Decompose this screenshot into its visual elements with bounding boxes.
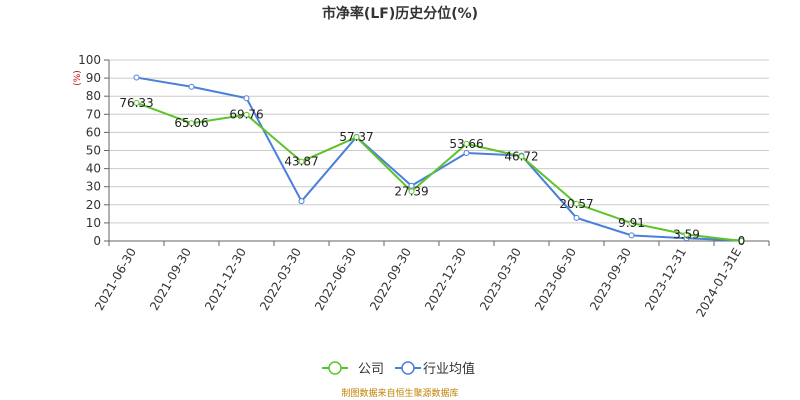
point-公司-0 <box>133 99 140 106</box>
point-行业均值-3 <box>298 198 305 205</box>
y-tick-40: 40 <box>86 162 101 176</box>
point-行业均值-0 <box>133 74 140 81</box>
y-tick-90: 90 <box>86 71 101 85</box>
point-公司-7 <box>518 153 525 160</box>
y-tick-80: 80 <box>86 89 101 103</box>
point-行业均值-1 <box>188 83 195 90</box>
y-tick-100: 100 <box>78 53 101 67</box>
legend-label-行业均值: 行业均值 <box>423 361 475 377</box>
data-label-1: 65.06 <box>174 116 208 130</box>
data-label-5: 27.39 <box>394 184 428 198</box>
chart-title: 市净率(LF)历史分位(%) <box>322 5 478 22</box>
y-tick-20: 20 <box>86 198 101 212</box>
y-axis: 0 10 20 30 40 50 60 70 80 90 100 <box>78 53 110 248</box>
legend-marker-行业均值 <box>401 361 415 375</box>
y-tick-30: 30 <box>86 180 101 194</box>
series-line-公司 <box>136 101 742 242</box>
x-tick-2022-12-30: 2022-12-30 <box>422 246 469 313</box>
point-行业均值-6 <box>463 150 470 157</box>
data-label-10: 3.59 <box>673 228 700 242</box>
point-行业均值-8 <box>573 214 580 221</box>
point-公司-4 <box>353 134 360 141</box>
grid <box>109 59 769 242</box>
x-tick-2022-09-30: 2022-09-30 <box>367 246 414 313</box>
x-tick-2021-12-30: 2021-12-30 <box>202 246 249 313</box>
point-公司-9 <box>628 220 635 227</box>
y-tick-60: 60 <box>86 125 101 139</box>
x-tick-2022-06-30: 2022-06-30 <box>312 246 359 313</box>
x-tick-2022-03-30: 2022-03-30 <box>257 246 304 313</box>
x-tick-2023-09-30: 2023-09-30 <box>587 246 634 313</box>
x-axis: 2021-06-30 2021-09-30 2021-12-30 2022-03-30… <box>92 240 770 320</box>
point-公司-1 <box>188 120 195 127</box>
data-label-11: 0 <box>738 234 746 248</box>
data-labels: 76.33 65.06 69.76 43.87 57.37 27.39 53.66 46.72… <box>119 96 745 248</box>
data-label-2: 69.76 <box>229 108 263 122</box>
point-公司-8 <box>573 200 580 207</box>
point-公司-2 <box>243 111 250 118</box>
data-label-9: 9.91 <box>618 216 645 230</box>
x-tick-2023-06-30: 2023-06-30 <box>532 246 579 313</box>
x-tick-2021-09-30: 2021-09-30 <box>147 246 194 313</box>
y-unit-label: (%) <box>73 70 83 86</box>
data-label-0: 76.33 <box>119 96 153 110</box>
y-tick-50: 50 <box>86 144 101 158</box>
y-tick-70: 70 <box>86 107 101 121</box>
data-label-6: 53.66 <box>449 137 483 151</box>
series-layer <box>133 74 745 244</box>
x-tick-2024-01-31E: 2024-01-31E <box>693 246 744 320</box>
series-line-行业均值 <box>136 76 742 242</box>
data-label-3: 43.87 <box>284 155 318 169</box>
data-label-4: 57.37 <box>339 130 373 144</box>
point-行业均值-9 <box>628 232 635 239</box>
source-note: 制图数据来自恒生聚源数据库 <box>341 387 458 399</box>
point-公司-10 <box>683 231 690 238</box>
point-公司-11 <box>738 238 745 244</box>
x-tick-2021-06-30: 2021-06-30 <box>92 246 139 313</box>
y-tick-0: 0 <box>93 234 101 248</box>
legend-label-公司: 公司 <box>358 362 384 377</box>
point-公司-6 <box>463 140 470 147</box>
data-label-7: 46.72 <box>504 149 538 163</box>
legend-marker-公司 <box>328 361 342 375</box>
point-公司-5 <box>408 188 415 195</box>
data-label-8: 20.57 <box>559 197 593 211</box>
point-行业均值-5 <box>408 182 415 189</box>
point-公司-3 <box>298 158 305 165</box>
legend[interactable]: 公司 行业均值 <box>322 361 475 377</box>
y-tick-10: 10 <box>86 216 101 230</box>
x-tick-2023-12-31: 2023-12-31 <box>642 246 689 313</box>
point-行业均值-2 <box>243 95 250 102</box>
x-tick-2023-03-30: 2023-03-30 <box>477 246 524 313</box>
